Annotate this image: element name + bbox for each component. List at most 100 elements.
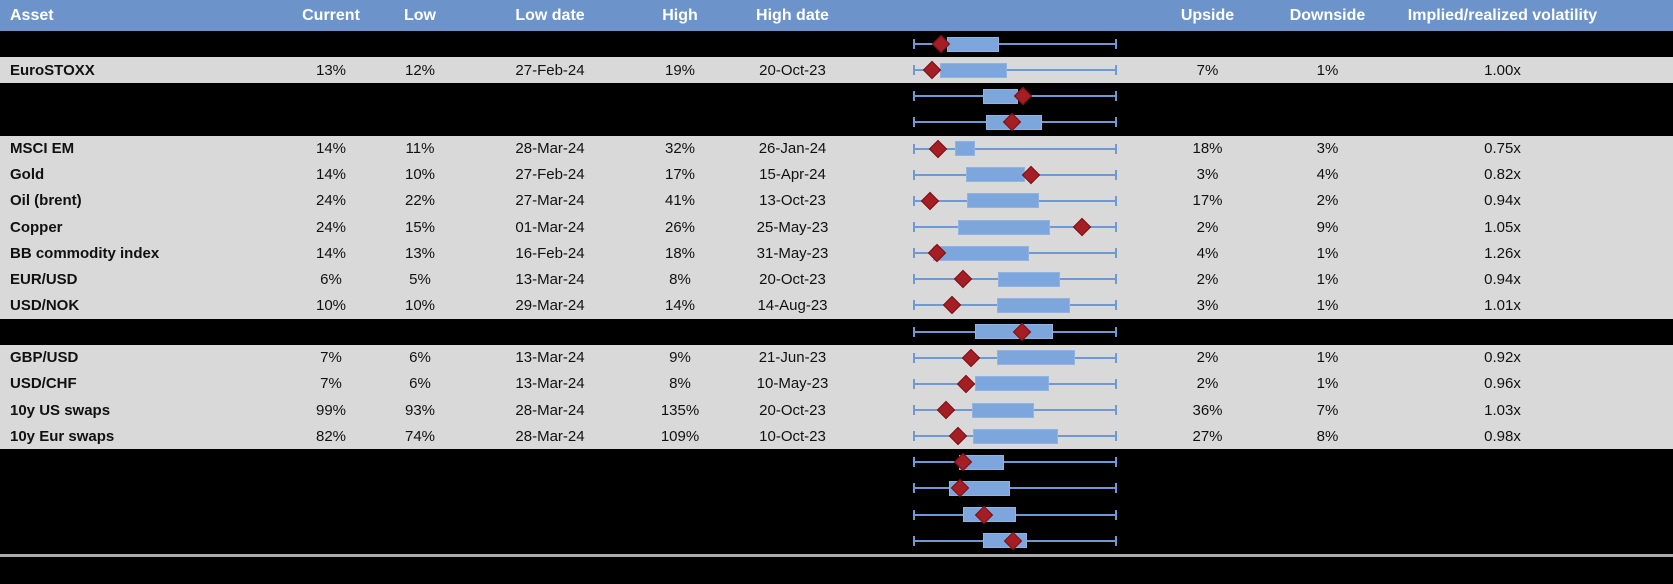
boxplot: [913, 214, 1117, 240]
boxplot-cell: [855, 109, 1145, 135]
high-cell: 18%: [664, 244, 696, 262]
boxplot-box: [971, 402, 1034, 418]
high-date-cell: 10-May-23: [756, 375, 829, 393]
boxplot-cell: [855, 292, 1145, 318]
high-date-cell: 20-Oct-23: [759, 401, 826, 419]
boxplot: [913, 136, 1117, 162]
downside-cell: 1%: [1316, 244, 1339, 262]
table-row: [0, 475, 1673, 502]
boxplot-box: [966, 167, 1025, 183]
low-date-cell: 28-Mar-24: [515, 140, 585, 158]
asset-cell: EuroSTOXX: [10, 61, 95, 79]
high-cell: 26%: [664, 218, 696, 236]
implied-realized-cell: 1.05x: [1484, 218, 1521, 236]
implied-realized-cell: 0.75x: [1484, 140, 1521, 158]
low-cell: 5%: [409, 270, 431, 288]
low-cell: 6%: [409, 349, 431, 367]
implied-realized-cell: 1.00x: [1484, 61, 1521, 79]
upside-cell: 2%: [1196, 375, 1219, 393]
boxplot-cell: [855, 136, 1145, 162]
table-row: [0, 83, 1673, 110]
table-row: EUR/USD 6% 5% 13-Mar-24 8% 20-Oct-23 2% …: [0, 266, 1673, 293]
low-cell: 10%: [404, 296, 436, 314]
boxplot-left-cap: [913, 535, 915, 546]
boxplot-marker-diamond-icon: [961, 348, 980, 367]
boxplot-marker-diamond-icon: [956, 374, 976, 394]
high-cell: 135%: [660, 401, 700, 419]
boxplot: [913, 31, 1117, 57]
boxplot-left-cap: [913, 483, 915, 494]
boxplot-cell: [855, 83, 1145, 109]
table-row: [0, 109, 1673, 136]
current-cell: 14%: [315, 244, 347, 262]
bottom-divider-line: [0, 553, 1673, 557]
boxplot-marker-diamond-icon: [936, 400, 955, 420]
table-row: [0, 501, 1673, 528]
boxplot-left-cap: [913, 91, 915, 102]
boxplot-right-cap: [1115, 39, 1117, 50]
implied-realized-cell: 1.01x: [1484, 296, 1521, 314]
current-cell: 6%: [320, 270, 342, 288]
high-date-cell: 14-Aug-23: [757, 296, 828, 314]
implied-realized-cell: 0.82x: [1484, 166, 1521, 184]
high-date-cell: 13-Oct-23: [759, 192, 826, 210]
asset-cell: MSCI EM: [10, 140, 75, 158]
boxplot: [913, 423, 1117, 449]
downside-cell: 4%: [1316, 166, 1339, 184]
asset-cell: Copper: [10, 218, 63, 236]
boxplot-box: [932, 245, 1029, 261]
asset-cell: USD/CHF: [10, 375, 77, 393]
boxplot: [913, 528, 1117, 554]
implied-realized-cell: 1.03x: [1484, 401, 1521, 419]
boxplot-right-cap: [1115, 509, 1117, 520]
asset-cell: Gold: [10, 166, 45, 184]
current-cell: 82%: [315, 427, 347, 445]
boxplot-box: [939, 62, 1007, 78]
boxplot-cell: [855, 397, 1145, 423]
asset-cell: 10y US swaps: [10, 401, 111, 419]
boxplot-left-cap: [913, 431, 915, 442]
implied-realized-cell: 0.94x: [1484, 192, 1521, 210]
header-high: High: [662, 6, 698, 24]
boxplot: [913, 475, 1117, 501]
upside-cell: 18%: [1192, 140, 1223, 158]
low-date-cell: 27-Feb-24: [515, 166, 585, 184]
boxplot: [913, 109, 1117, 135]
boxplot-left-cap: [913, 117, 915, 128]
low-date-cell: 27-Feb-24: [515, 61, 585, 79]
implied-realized-cell: 0.98x: [1484, 427, 1521, 445]
downside-cell: 1%: [1316, 375, 1339, 393]
upside-cell: 4%: [1196, 244, 1219, 262]
low-date-cell: 13-Mar-24: [515, 270, 585, 288]
low-cell: 74%: [404, 427, 436, 445]
current-cell: 7%: [320, 349, 342, 367]
boxplot-right-cap: [1115, 65, 1117, 76]
boxplot-marker-diamond-icon: [942, 296, 962, 315]
downside-cell: 3%: [1316, 140, 1339, 158]
header-low-date: Low date: [515, 6, 585, 24]
boxplot-whisker-line: [913, 69, 1117, 72]
boxplot-right-cap: [1115, 431, 1117, 442]
low-date-cell: 28-Mar-24: [515, 401, 585, 419]
high-date-cell: 20-Oct-23: [759, 270, 826, 288]
low-date-cell: 13-Mar-24: [515, 375, 585, 393]
boxplot-right-cap: [1115, 352, 1117, 363]
low-date-cell: 27-Mar-24: [515, 192, 585, 210]
boxplot-left-cap: [913, 65, 915, 76]
low-date-cell: 16-Feb-24: [515, 244, 585, 262]
high-cell: 14%: [664, 296, 696, 314]
boxplot-left-cap: [913, 274, 915, 285]
table-row: [0, 31, 1673, 58]
low-cell: 15%: [404, 218, 436, 236]
boxplot-left-cap: [913, 378, 915, 389]
boxplot-cell: [855, 57, 1145, 83]
boxplot-left-cap: [913, 509, 915, 520]
boxplot-left-cap: [913, 143, 915, 154]
boxplot: [913, 449, 1117, 475]
asset-cell: USD/NOK: [10, 296, 80, 314]
boxplot-box: [982, 88, 1019, 104]
upside-cell: 7%: [1196, 61, 1219, 79]
high-cell: 109%: [660, 427, 700, 445]
table-row: BB commodity index 14% 13% 16-Feb-24 18%…: [0, 240, 1673, 267]
